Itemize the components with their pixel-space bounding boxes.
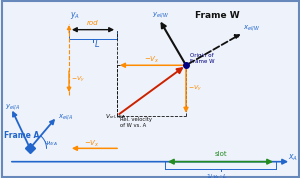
Text: $x_{el/A}$: $x_{el/A}$ [58, 112, 73, 122]
Text: rod: rod [87, 20, 99, 26]
Text: $-V_x$: $-V_x$ [144, 55, 159, 65]
Text: $1/\gamma_x \cdot L$: $1/\gamma_x \cdot L$ [206, 172, 228, 178]
Text: $L$: $L$ [94, 38, 101, 49]
Text: $\Psi_{WA}$: $\Psi_{WA}$ [44, 139, 58, 148]
Text: Frame A: Frame A [4, 131, 40, 140]
Text: $-V_y$: $-V_y$ [188, 84, 203, 94]
Text: $x_{el/W}$: $x_{el/W}$ [243, 24, 260, 33]
Text: $y_A$: $y_A$ [70, 10, 80, 21]
Text: $x_A$: $x_A$ [288, 153, 298, 163]
Text: $-V_x$: $-V_x$ [84, 138, 100, 149]
Text: $y_{el/A}$: $y_{el/A}$ [5, 102, 20, 112]
Text: Frame W: Frame W [195, 11, 240, 20]
Text: Rel. velocity
of W vs. A: Rel. velocity of W vs. A [120, 117, 152, 128]
Text: slot: slot [214, 151, 227, 157]
Text: $y_{el/W}$: $y_{el/W}$ [152, 10, 169, 20]
Text: $-V_y$: $-V_y$ [71, 75, 85, 85]
Text: $V_{rel,W/A}$: $V_{rel,W/A}$ [105, 113, 126, 121]
Text: Origin of
Frame W: Origin of Frame W [190, 53, 214, 64]
